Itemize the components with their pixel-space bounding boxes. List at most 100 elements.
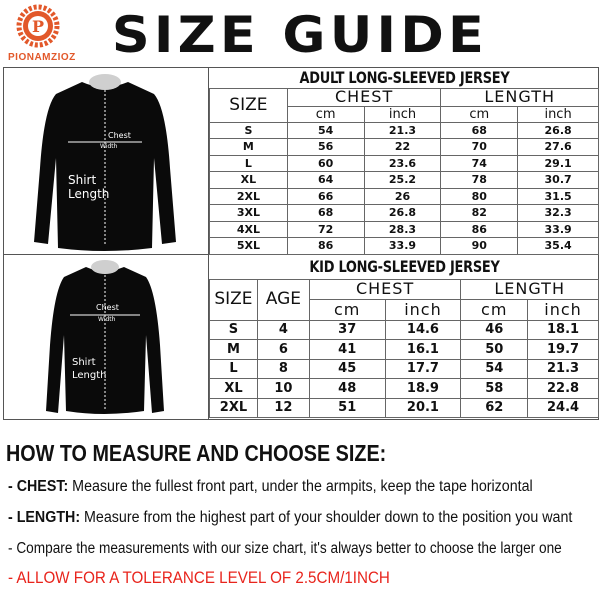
table-cell: 22.8 [527, 378, 599, 399]
table-cell: 6 [256, 339, 310, 360]
table-cell: 56 [286, 138, 365, 156]
table-row: XL 64 25.2 78 30.7 [209, 171, 599, 189]
table-cell: 25.2 [363, 171, 442, 189]
table-cell: 68 [440, 121, 519, 139]
table-cell: 60 [286, 154, 365, 172]
table-cell: 26 [363, 187, 442, 205]
adult-jersey-diagram: Chest Width Shirt Length [4, 68, 209, 255]
cm-header: cm [460, 298, 529, 321]
width-label: Width [98, 316, 116, 323]
tolerance-note: - ALLOW FOR A TOLERANCE LEVEL OF 2.5CM/1… [8, 569, 390, 587]
table-cell: 12 [256, 397, 310, 418]
table-cell: 3XL [209, 204, 288, 222]
table-cell: XL [209, 378, 258, 399]
table-row: 3XL 68 26.8 82 32.3 [209, 204, 599, 222]
table-cell: 58 [460, 378, 529, 399]
table-cell: 8 [256, 358, 310, 379]
table-cell: 23.6 [363, 154, 442, 172]
table-cell: 20.1 [384, 397, 462, 418]
table-cell: 37 [308, 319, 386, 340]
table-cell: 16.1 [384, 339, 462, 360]
table-cell: 18.1 [527, 319, 599, 340]
inch-header: inch [527, 298, 599, 321]
chest-header: CHEST [308, 278, 462, 300]
chest-label: Chest [96, 303, 119, 312]
table-cell: 66 [286, 187, 365, 205]
table-cell: 29.1 [517, 154, 599, 172]
kid-jersey-icon: Chest Width Shirt Length [46, 260, 164, 414]
table-row: M 6 41 16.1 50 19.7 [209, 339, 599, 360]
table-row: 2XL 66 26 80 31.5 [209, 187, 599, 205]
table-cell: 51 [308, 397, 386, 418]
kid-size-table: KID LONG-SLEEVED JERSEY SIZE AGE CHEST L… [209, 255, 599, 418]
table-cell: 48 [308, 378, 386, 399]
length-instruction-text: Measure from the highest part of your sh… [84, 509, 573, 526]
chest-instruction-label: - CHEST: [8, 478, 69, 495]
page-title: SIZE GUIDE [111, 6, 489, 64]
table-cell: 41 [308, 339, 386, 360]
table-cell: 5XL [209, 237, 288, 255]
table-cell: 33.9 [363, 237, 442, 255]
size-header: SIZE [209, 87, 288, 123]
table-cell: 62 [460, 397, 529, 418]
table-cell: 2XL [209, 187, 288, 205]
table-cell: 4 [256, 319, 310, 340]
table-cell: 82 [440, 204, 519, 222]
table-cell: 33.9 [517, 220, 599, 238]
table-cell: 21.3 [527, 358, 599, 379]
kid-jersey-diagram: Chest Width Shirt Length [4, 255, 209, 419]
table-cell: 70 [440, 138, 519, 156]
compare-instruction: - Compare the measurements with our size… [8, 540, 562, 557]
length-label: Length [68, 187, 109, 201]
table-cell: M [209, 339, 258, 360]
cm-header: cm [440, 105, 519, 123]
table-cell: 64 [286, 171, 365, 189]
svg-text:P: P [32, 17, 44, 36]
table-cell: 27.6 [517, 138, 599, 156]
table-cell: 80 [440, 187, 519, 205]
table-cell: 35.4 [517, 237, 599, 255]
gear-logo-icon: P [16, 4, 60, 48]
table-cell: 50 [460, 339, 529, 360]
kid-table-title: KID LONG-SLEEVED JERSEY [308, 257, 500, 277]
table-cell: 68 [286, 204, 365, 222]
table-row: XL 10 48 18.9 58 22.8 [209, 378, 599, 399]
cm-header: cm [308, 298, 386, 321]
table-cell: 78 [440, 171, 519, 189]
table-cell: 32.3 [517, 204, 599, 222]
adult-jersey-icon: Chest Width Shirt Length [34, 74, 176, 251]
length-label: Length [72, 370, 107, 381]
table-row: M 56 22 70 27.6 [209, 138, 599, 156]
chest-instruction: - CHEST: Measure the fullest front part,… [8, 478, 533, 496]
table-cell: 17.7 [384, 358, 462, 379]
table-cell: S [209, 319, 258, 340]
size-chart-frame: Chest Width Shirt Length Chest Width Shi… [3, 67, 599, 420]
table-cell: 90 [440, 237, 519, 255]
length-header: LENGTH [440, 87, 599, 107]
length-instruction-label: - LENGTH: [8, 509, 81, 526]
adult-table-title: ADULT LONG-SLEEVED JERSEY [298, 67, 510, 87]
table-cell: 74 [440, 154, 519, 172]
table-row: S 54 21.3 68 26.8 [209, 121, 599, 139]
instructions-heading: HOW TO MEASURE AND CHOOSE SIZE: [6, 440, 387, 466]
table-cell: L [209, 154, 288, 172]
adult-size-table: ADULT LONG-SLEEVED JERSEY SIZE CHEST LEN… [209, 67, 599, 255]
table-cell: L [209, 358, 258, 379]
brand-logo: P PIONAMZIOZ [8, 4, 75, 63]
inch-header: inch [363, 105, 442, 123]
table-cell: 28.3 [363, 220, 442, 238]
table-cell: 18.9 [384, 378, 462, 399]
table-cell: S [209, 121, 288, 139]
table-row: L 60 23.6 74 29.1 [209, 154, 599, 172]
inch-header: inch [384, 298, 462, 321]
table-row: L 8 45 17.7 54 21.3 [209, 358, 599, 379]
table-row: S 4 37 14.6 46 18.1 [209, 319, 599, 340]
table-cell: 2XL [209, 397, 258, 418]
table-row: 2XL 12 51 20.1 62 24.4 [209, 397, 599, 418]
table-cell: M [209, 138, 288, 156]
table-cell: 26.8 [363, 204, 442, 222]
table-cell: 24.4 [527, 397, 599, 418]
width-label: Width [100, 143, 118, 150]
table-cell: 72 [286, 220, 365, 238]
table-cell: 30.7 [517, 171, 599, 189]
